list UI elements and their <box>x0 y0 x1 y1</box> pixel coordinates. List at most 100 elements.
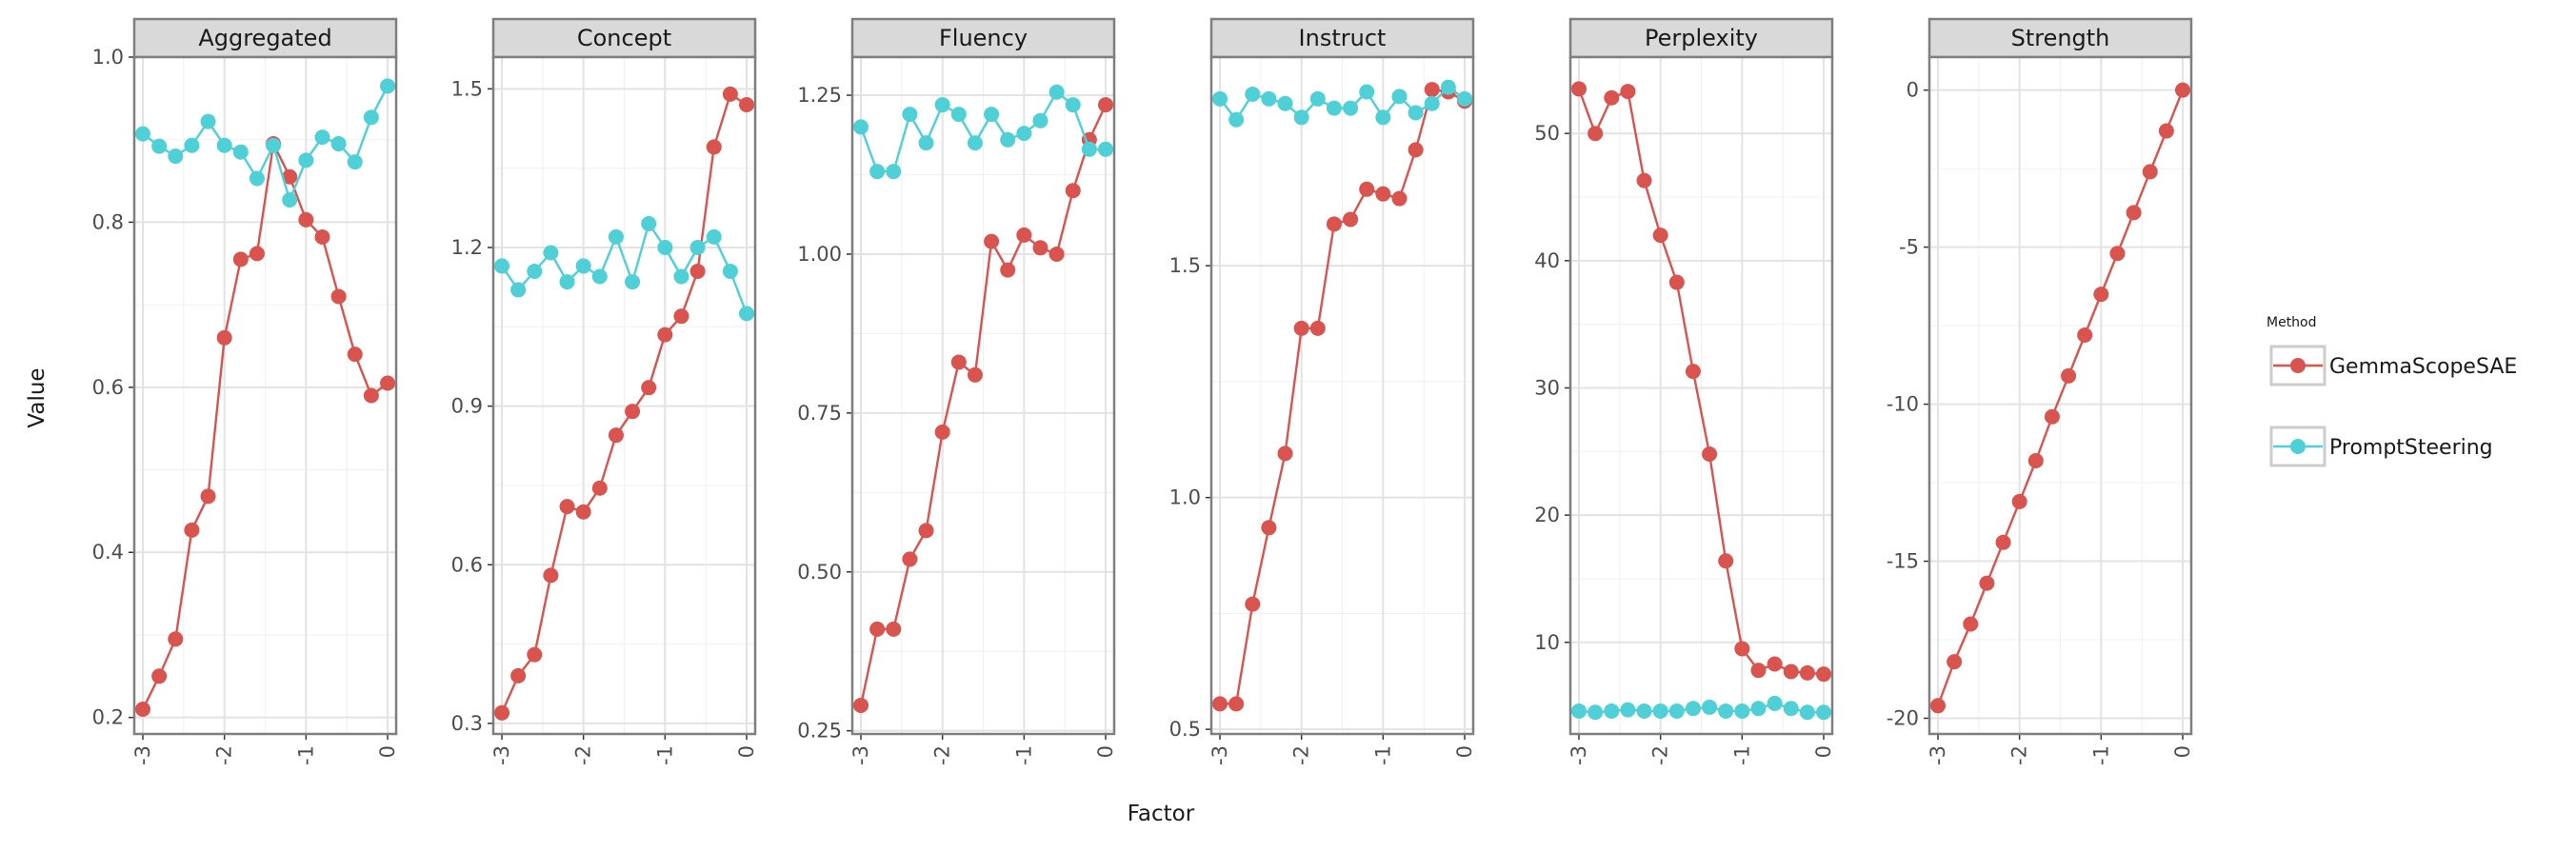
data-point-gemmascopesae <box>331 288 347 304</box>
x-tick-label: -2 <box>213 745 236 765</box>
data-point-gemmascopesae <box>1947 654 1962 669</box>
data-point-promptsteering <box>1686 701 1701 716</box>
facet-panel-aggregated: Aggregated0.20.40.60.81.0-3 -2 -1 0 <box>92 19 399 765</box>
data-point-gemmascopesae <box>657 327 672 343</box>
y-axis-title: Value <box>25 367 50 427</box>
x-tick-label: -1 <box>1730 745 1753 765</box>
facet-strip-label: Perplexity <box>1645 25 1758 51</box>
data-point-gemmascopesae <box>984 234 999 249</box>
data-point-gemmascopesae <box>1767 656 1783 671</box>
facet-panel-instruct: Instruct0.51.01.5-3 -2 -1 0 <box>1169 19 1476 765</box>
data-point-gemmascopesae <box>2109 246 2125 261</box>
data-point-promptsteering <box>494 258 509 273</box>
data-point-promptsteering <box>151 139 167 154</box>
data-point-promptsteering <box>1245 87 1260 102</box>
x-tick-label: -2 <box>572 745 595 765</box>
data-point-promptsteering <box>1327 101 1342 116</box>
data-point-gemmascopesae <box>919 523 934 538</box>
data-point-promptsteering <box>1212 91 1228 107</box>
x-tick-label: 0 <box>1453 745 1476 758</box>
x-tick-label: -2 <box>2008 745 2031 765</box>
data-point-gemmascopesae <box>250 246 265 261</box>
data-point-promptsteering <box>1408 105 1424 120</box>
data-point-promptsteering <box>886 164 901 179</box>
data-point-gemmascopesae <box>1588 126 1603 141</box>
data-point-promptsteering <box>968 135 983 150</box>
data-point-gemmascopesae <box>592 481 608 496</box>
data-point-gemmascopesae <box>1996 535 2011 550</box>
data-point-promptsteering <box>1278 96 1293 111</box>
x-tick-label: -3 <box>1927 745 1949 765</box>
data-point-gemmascopesae <box>1784 664 1799 680</box>
x-tick-label: -3 <box>131 745 154 765</box>
data-point-promptsteering <box>902 107 917 122</box>
data-point-gemmascopesae <box>1408 142 1424 157</box>
data-point-promptsteering <box>298 152 313 168</box>
data-point-promptsteering <box>1784 701 1799 716</box>
data-point-gemmascopesae <box>641 380 656 395</box>
data-point-promptsteering <box>641 216 656 231</box>
data-point-gemmascopesae <box>1261 520 1276 535</box>
y-tick-label: -5 <box>1899 236 1919 259</box>
y-tick-label: 20 <box>1534 504 1560 526</box>
data-point-gemmascopesae <box>1278 446 1293 461</box>
data-point-promptsteering <box>1294 109 1309 125</box>
data-point-promptsteering <box>1767 696 1783 711</box>
x-tick-label: -1 <box>2089 745 2112 765</box>
data-point-promptsteering <box>1098 142 1113 157</box>
data-point-promptsteering <box>673 269 689 285</box>
data-point-promptsteering <box>1359 85 1374 100</box>
data-point-gemmascopesae <box>1000 263 1015 278</box>
x-tick-label: 0 <box>735 745 758 758</box>
data-point-gemmascopesae <box>690 264 706 279</box>
data-point-gemmascopesae <box>853 698 869 713</box>
data-point-gemmascopesae <box>2045 409 2060 425</box>
data-point-gemmascopesae <box>364 388 379 404</box>
data-point-promptsteering <box>364 109 379 125</box>
y-tick-label: 0.3 <box>451 712 483 735</box>
data-point-gemmascopesae <box>1979 576 1994 591</box>
data-point-gemmascopesae <box>201 488 216 504</box>
facet-strip-label: Strength <box>2011 25 2110 51</box>
data-point-gemmascopesae <box>527 647 542 663</box>
data-point-gemmascopesae <box>1375 187 1390 202</box>
facet-strip-label: Aggregated <box>198 25 331 51</box>
data-point-gemmascopesae <box>1604 90 1619 106</box>
data-point-gemmascopesae <box>1718 553 1733 568</box>
data-point-gemmascopesae <box>380 375 395 390</box>
data-point-gemmascopesae <box>609 427 624 443</box>
data-point-promptsteering <box>1391 89 1407 104</box>
y-tick-label: 40 <box>1534 249 1560 272</box>
data-point-gemmascopesae <box>1327 216 1342 231</box>
data-point-gemmascopesae <box>314 229 329 245</box>
y-tick-label: 1.5 <box>451 77 483 100</box>
legend-label: GemmaScopeSAE <box>2329 355 2517 379</box>
x-tick-label: 0 <box>376 745 399 758</box>
data-point-promptsteering <box>1734 703 1749 719</box>
y-tick-label: 0.8 <box>92 210 124 233</box>
data-point-gemmascopesae <box>576 505 591 520</box>
data-point-gemmascopesae <box>1049 247 1065 262</box>
y-tick-label: 0 <box>1907 79 1919 102</box>
data-point-gemmascopesae <box>2012 494 2027 509</box>
data-point-gemmascopesae <box>217 330 232 346</box>
data-point-gemmascopesae <box>1032 240 1048 255</box>
data-point-gemmascopesae <box>968 367 983 383</box>
facet-panel-concept: Concept 0.3 0.6 0.9 1.2 1.5 -3 -2 -1 0 <box>451 19 758 765</box>
x-tick-label: 0 <box>2171 745 2194 758</box>
y-tick-label: 0.25 <box>797 720 842 743</box>
data-point-promptsteering <box>1310 91 1326 107</box>
data-point-promptsteering <box>1800 704 1815 720</box>
data-point-promptsteering <box>723 264 738 279</box>
x-tick-label: -2 <box>1649 745 1672 765</box>
data-point-gemmascopesae <box>1963 617 1978 632</box>
y-tick-label: -20 <box>1887 707 1919 730</box>
data-point-gemmascopesae <box>2143 164 2158 179</box>
data-point-gemmascopesae <box>494 705 509 721</box>
data-point-promptsteering <box>348 154 363 169</box>
data-point-promptsteering <box>250 170 265 186</box>
data-point-gemmascopesae <box>1800 665 1815 681</box>
x-tick-label: -1 <box>294 745 317 765</box>
data-point-promptsteering <box>1066 97 1081 112</box>
facet-panel-strength: Strength-20-15-10-50-3 -2 -1 0 <box>1887 19 2194 765</box>
